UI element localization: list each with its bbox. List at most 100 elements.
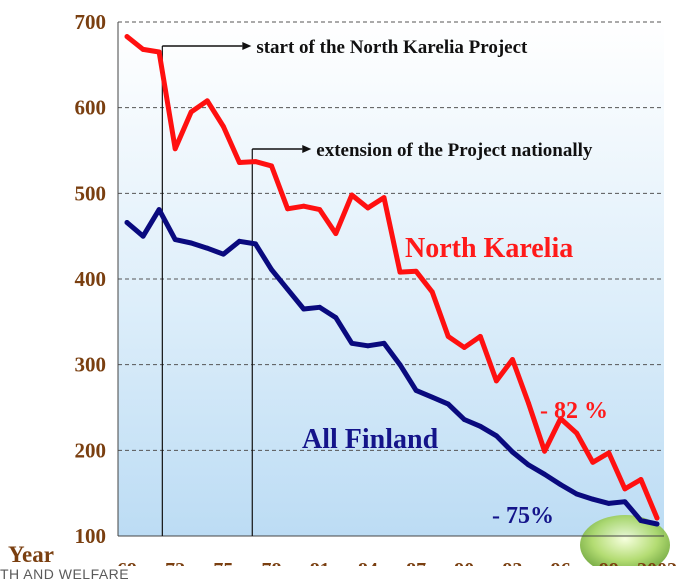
data-point [269,163,274,169]
data-point [172,146,178,152]
y-tick-label: 600 [75,96,107,120]
data-point [285,286,291,292]
annotation-start-project: start of the North Karelia Project [256,37,528,58]
data-point [124,34,130,39]
data-point [461,417,467,422]
y-tick-label: 100 [75,524,107,548]
x-tick-label: 90 [454,559,474,566]
data-point [493,378,499,384]
data-point [397,269,403,275]
annotation-lines [161,42,312,536]
x-axis-label: Year [8,542,54,566]
y-tick-label: 700 [75,10,107,34]
data-point [542,471,547,477]
data-point [349,340,355,346]
data-point [461,345,467,350]
data-point [477,423,483,429]
data-point [317,304,323,310]
y-axis: 100 200 300 400 500 600 700 [75,10,664,548]
data-point [381,195,387,201]
data-point [429,289,435,295]
data-point [301,203,307,209]
data-point [365,343,371,349]
data-point [253,159,258,165]
data-point [542,448,547,454]
data-point [365,205,371,211]
annotation-arrowhead [302,145,312,153]
data-point [606,501,612,506]
data-point [220,251,226,257]
data-point [237,160,242,165]
series-line-north-karelia [124,34,660,521]
data-point [606,450,612,456]
data-point [445,401,451,407]
data-point [510,357,515,362]
data-point [172,237,178,242]
x-tick-label: 84 [358,559,378,566]
series-label-all-finland: All Finland [302,424,439,455]
data-point [574,430,580,436]
data-point [590,496,596,502]
data-point [156,207,162,213]
data-point [301,306,307,312]
x-tick-label: 99 [599,559,619,566]
data-point [622,486,628,492]
data-point [526,400,531,406]
decorative-green-orb [580,515,670,566]
x-tick-label: 75 [213,559,233,566]
data-point [510,449,515,455]
y-tick-label: 500 [75,181,107,205]
x-tick-label: 69 [117,559,137,566]
data-point [526,462,531,468]
x-axis: 69 72 75 78 81 84 87 90 93 96 99 2002 [117,559,677,566]
data-point [558,416,564,422]
data-point [381,340,387,346]
data-point [638,518,644,523]
data-point [140,47,146,52]
x-tick-label: 96 [551,559,571,566]
series-label-north-karelia: North Karelia [405,233,573,264]
series-lines [124,34,660,527]
grid-lines [118,21,664,451]
data-point [188,240,194,246]
data-point [285,206,291,212]
x-tick-label: 81 [310,559,330,566]
data-point [237,238,242,244]
data-point [349,192,355,198]
data-point [622,499,628,505]
data-point [590,459,596,465]
data-point [558,482,564,487]
x-tick-label: 2002 [637,559,677,566]
annotation-arrowhead [242,42,252,50]
data-point [574,491,580,497]
data-point [317,207,323,213]
x-tick-label: 87 [406,559,426,566]
data-point [397,362,403,368]
line-chart: 100 200 300 400 500 600 700 69 72 75 78 81 84 87 90 93… [8,10,677,566]
data-point [124,220,130,225]
y-tick-label: 400 [75,267,107,291]
data-point [638,477,644,482]
footer-text: TH AND WELFARE [0,566,130,582]
x-tick-label: 78 [262,559,282,566]
data-point [204,245,210,251]
data-point [413,387,419,393]
chart-labels: start of the North Karelia Project exten… [8,37,608,566]
data-point [269,267,274,272]
data-point [156,49,162,55]
data-point [654,515,660,521]
data-point [220,124,226,129]
series-line-all-finland [124,207,660,527]
data-point [477,333,483,339]
y-tick-label: 200 [75,438,107,462]
change-label-north-karelia: - 82 % [540,398,608,424]
data-point [413,268,419,274]
data-point [253,241,258,247]
data-point [333,231,339,236]
data-point [333,315,339,320]
data-point [204,98,210,104]
data-point [140,233,146,239]
data-point [654,521,660,527]
data-point [445,333,451,339]
change-label-all-finland: - 75% [492,503,554,529]
